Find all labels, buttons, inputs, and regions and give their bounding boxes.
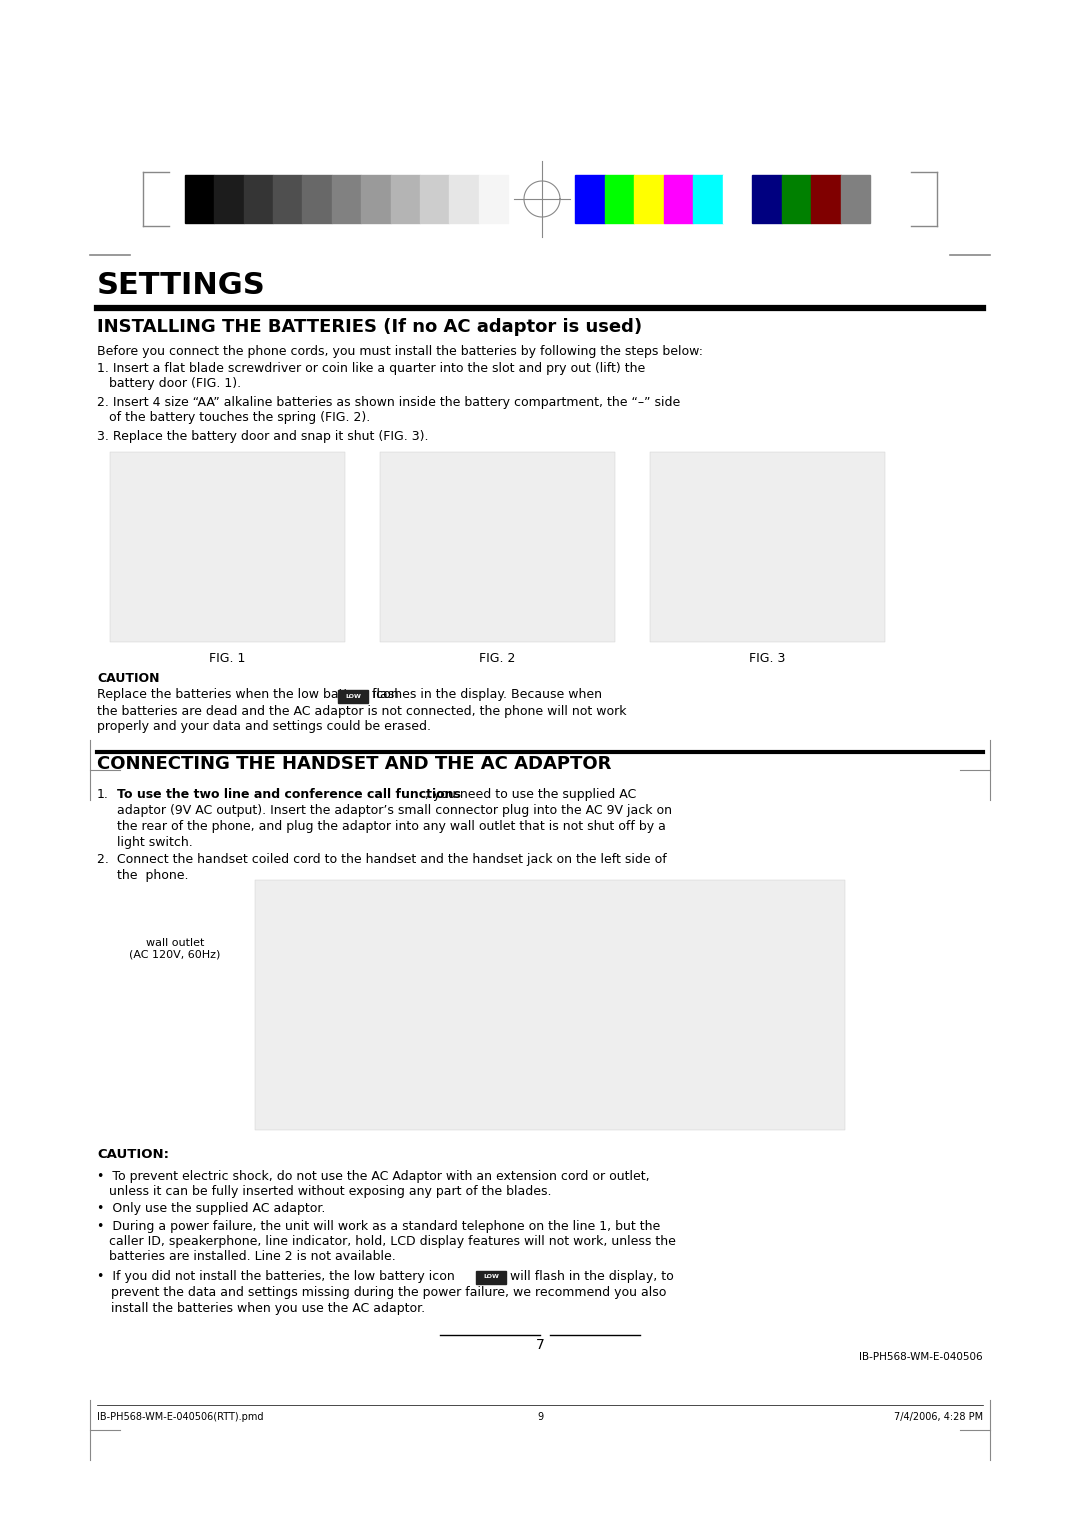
Text: 2.  Connect the handset coiled cord to the handset and the handset jack on the l: 2. Connect the handset coiled cord to th…: [97, 853, 666, 865]
Bar: [380, 452, 615, 642]
Text: INSTALLING THE BATTERIES (If no AC adaptor is used): INSTALLING THE BATTERIES (If no AC adapt…: [97, 317, 643, 336]
Text: light switch.: light switch.: [117, 836, 192, 848]
Text: Before you connect the phone cords, you must install the batteries by following : Before you connect the phone cords, you …: [97, 345, 703, 359]
Text: To use the two line and conference call functions: To use the two line and conference call …: [117, 787, 461, 801]
Bar: [840, 175, 870, 223]
Text: , you need to use the supplied AC: , you need to use the supplied AC: [426, 787, 636, 801]
Bar: [782, 175, 811, 223]
Text: FIG. 2: FIG. 2: [478, 652, 515, 665]
Bar: [302, 175, 332, 223]
Bar: [575, 175, 605, 223]
Bar: [332, 175, 361, 223]
Text: 1.: 1.: [97, 787, 109, 801]
Bar: [811, 175, 840, 223]
Text: prevent the data and settings missing during the power failure, we recommend you: prevent the data and settings missing du…: [111, 1286, 666, 1299]
Bar: [391, 175, 420, 223]
Text: •  If you did not install the batteries, the low battery icon: • If you did not install the batteries, …: [97, 1270, 455, 1283]
Text: SETTINGS: SETTINGS: [97, 272, 266, 301]
Text: wall outlet
(AC 120V, 60Hz): wall outlet (AC 120V, 60Hz): [130, 938, 220, 960]
Bar: [255, 881, 845, 1129]
Bar: [634, 175, 663, 223]
Bar: [338, 690, 368, 703]
Bar: [420, 175, 449, 223]
Bar: [723, 175, 752, 223]
Bar: [110, 452, 345, 642]
Bar: [185, 175, 214, 223]
Text: properly and your data and settings could be erased.: properly and your data and settings coul…: [97, 720, 431, 732]
Bar: [361, 175, 391, 223]
Text: Replace the batteries when the low battery icon: Replace the batteries when the low batte…: [97, 688, 399, 700]
Bar: [605, 175, 634, 223]
Text: •  Only use the supplied AC adaptor.: • Only use the supplied AC adaptor.: [97, 1202, 325, 1215]
Bar: [752, 175, 782, 223]
Bar: [449, 175, 478, 223]
Text: CAUTION: CAUTION: [97, 671, 160, 685]
Text: CAUTION:: CAUTION:: [97, 1148, 168, 1161]
Text: 9: 9: [537, 1412, 543, 1422]
Text: IB-PH568-WM-E-040506(RTT).pmd: IB-PH568-WM-E-040506(RTT).pmd: [97, 1412, 264, 1422]
Text: 7/4/2006, 4:28 PM: 7/4/2006, 4:28 PM: [894, 1412, 983, 1422]
Bar: [476, 1271, 507, 1283]
Bar: [650, 452, 885, 642]
Text: flashes in the display. Because when: flashes in the display. Because when: [372, 688, 602, 700]
Text: 2. Insert 4 size “AA” alkaline batteries as shown inside the battery compartment: 2. Insert 4 size “AA” alkaline batteries…: [97, 397, 680, 424]
Text: the  phone.: the phone.: [117, 868, 189, 882]
Text: the batteries are dead and the AC adaptor is not connected, the phone will not w: the batteries are dead and the AC adapto…: [97, 705, 626, 719]
Text: LOW: LOW: [346, 694, 361, 699]
Bar: [273, 175, 302, 223]
Text: FIG. 3: FIG. 3: [748, 652, 785, 665]
Bar: [244, 175, 273, 223]
Text: •  To prevent electric shock, do not use the AC Adaptor with an extension cord o: • To prevent electric shock, do not use …: [97, 1170, 650, 1198]
Text: 3. Replace the battery door and snap it shut (FIG. 3).: 3. Replace the battery door and snap it …: [97, 430, 429, 443]
Bar: [214, 175, 244, 223]
Text: •  During a power failure, the unit will work as a standard telephone on the lin: • During a power failure, the unit will …: [97, 1219, 676, 1264]
Text: 1. Insert a flat blade screwdriver or coin like a quarter into the slot and pry : 1. Insert a flat blade screwdriver or co…: [97, 362, 645, 391]
Text: IB-PH568-WM-E-040506: IB-PH568-WM-E-040506: [860, 1352, 983, 1363]
Text: will flash in the display, to: will flash in the display, to: [510, 1270, 674, 1283]
Bar: [693, 175, 723, 223]
Bar: [663, 175, 693, 223]
Text: the rear of the phone, and plug the adaptor into any wall outlet that is not shu: the rear of the phone, and plug the adap…: [117, 819, 666, 833]
Text: LOW: LOW: [483, 1274, 499, 1279]
Text: 7: 7: [536, 1338, 544, 1352]
Text: CONNECTING THE HANDSET AND THE AC ADAPTOR: CONNECTING THE HANDSET AND THE AC ADAPTO…: [97, 755, 611, 774]
Text: install the batteries when you use the AC adaptor.: install the batteries when you use the A…: [111, 1302, 426, 1315]
Text: adaptor (9V AC output). Insert the adaptor’s small connector plug into the AC 9V: adaptor (9V AC output). Insert the adapt…: [117, 804, 672, 816]
Bar: [478, 175, 508, 223]
Text: FIG. 1: FIG. 1: [208, 652, 245, 665]
